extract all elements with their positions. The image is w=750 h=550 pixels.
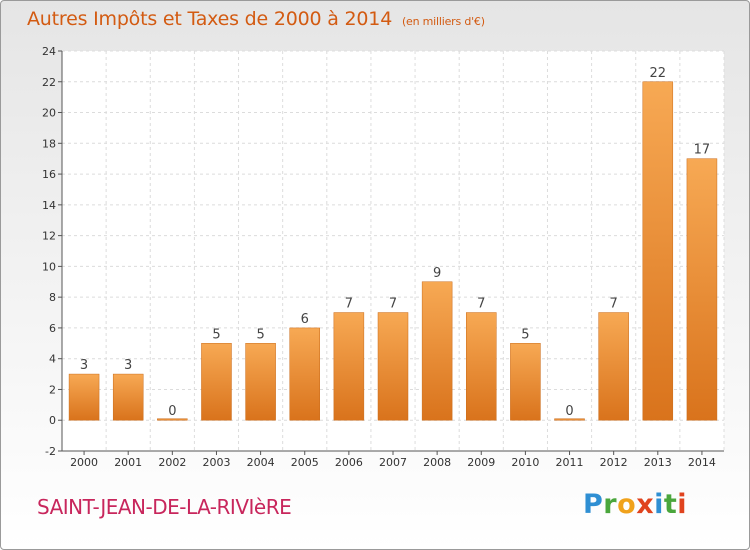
- x-tick-label: 2001: [114, 456, 142, 469]
- bar: [466, 312, 497, 421]
- bar: [245, 343, 276, 421]
- chart-title: Autres Impôts et Taxes de 2000 à 2014 (e…: [27, 8, 485, 30]
- bar: [510, 343, 541, 421]
- x-tick-label: 2006: [335, 456, 363, 469]
- bar: [686, 158, 718, 421]
- data-label: 5: [521, 327, 529, 342]
- logo-letter: r: [603, 489, 618, 520]
- proxiti-logo[interactable]: Proxiti: [583, 489, 687, 520]
- data-label: 7: [345, 297, 353, 312]
- x-tick-label: 2003: [202, 456, 230, 469]
- y-tick-label: 24: [42, 45, 56, 58]
- data-label: 17: [694, 143, 711, 158]
- y-tick-label: -2: [45, 445, 56, 458]
- x-tick-label: 2014: [688, 456, 716, 469]
- y-tick-label: 16: [42, 168, 56, 181]
- bar: [157, 418, 188, 421]
- bar: [554, 418, 585, 421]
- x-tick-label: 2004: [247, 456, 275, 469]
- x-tick-label: 2011: [556, 456, 584, 469]
- y-tick-label: 18: [42, 137, 56, 150]
- logo-letter: i: [677, 489, 688, 520]
- x-tick-label: 2012: [600, 456, 628, 469]
- bar: [333, 312, 365, 421]
- y-tick-label: 6: [49, 322, 56, 335]
- logo-letter: P: [583, 489, 604, 520]
- y-tick-label: 0: [49, 414, 56, 427]
- data-label: 3: [124, 358, 132, 373]
- logo-letter: o: [617, 489, 637, 520]
- data-label: 9: [433, 266, 441, 281]
- x-tick-label: 2009: [467, 456, 495, 469]
- x-tick-label: 2002: [158, 456, 186, 469]
- data-label: 7: [477, 297, 485, 312]
- data-label: 7: [389, 297, 397, 312]
- x-tick-label: 2010: [511, 456, 539, 469]
- bar: [421, 281, 453, 421]
- y-tick-label: 10: [42, 260, 56, 273]
- bar: [289, 327, 320, 421]
- x-tick-label: 2007: [379, 456, 407, 469]
- y-tick-label: 12: [42, 230, 56, 243]
- bar: [598, 312, 629, 421]
- commune-name: SAINT-JEAN-DE-LA-RIVIèRE: [37, 495, 292, 519]
- y-tick-label: 20: [42, 107, 56, 120]
- data-label: 0: [168, 404, 176, 419]
- bar: [68, 373, 100, 421]
- y-tick-label: 8: [49, 291, 56, 304]
- chart-title-text: Autres Impôts et Taxes de 2000 à 2014: [27, 8, 393, 30]
- data-label: 3: [80, 358, 88, 373]
- x-tick-label: 2000: [70, 456, 98, 469]
- data-label: 7: [610, 297, 618, 312]
- x-tick-label: 2005: [291, 456, 319, 469]
- chart-subtitle: (en milliers d'€): [401, 15, 485, 28]
- y-tick-label: 14: [42, 199, 56, 212]
- y-tick-label: 2: [49, 383, 56, 396]
- bar: [642, 81, 674, 421]
- data-label: 0: [565, 404, 573, 419]
- bar: [377, 312, 409, 421]
- data-label: 22: [650, 66, 667, 81]
- y-tick-label: 22: [42, 76, 56, 89]
- logo-letter: i: [654, 489, 664, 520]
- x-tick-label: 2013: [644, 456, 672, 469]
- data-label: 5: [256, 327, 264, 342]
- bar: [112, 373, 144, 421]
- logo-letter: t: [663, 489, 678, 520]
- logo-letter: x: [636, 489, 655, 520]
- data-label: 6: [301, 312, 309, 327]
- y-tick-label: 4: [49, 353, 56, 366]
- x-tick-label: 2008: [423, 456, 451, 469]
- bar: [201, 343, 232, 421]
- data-label: 5: [212, 327, 220, 342]
